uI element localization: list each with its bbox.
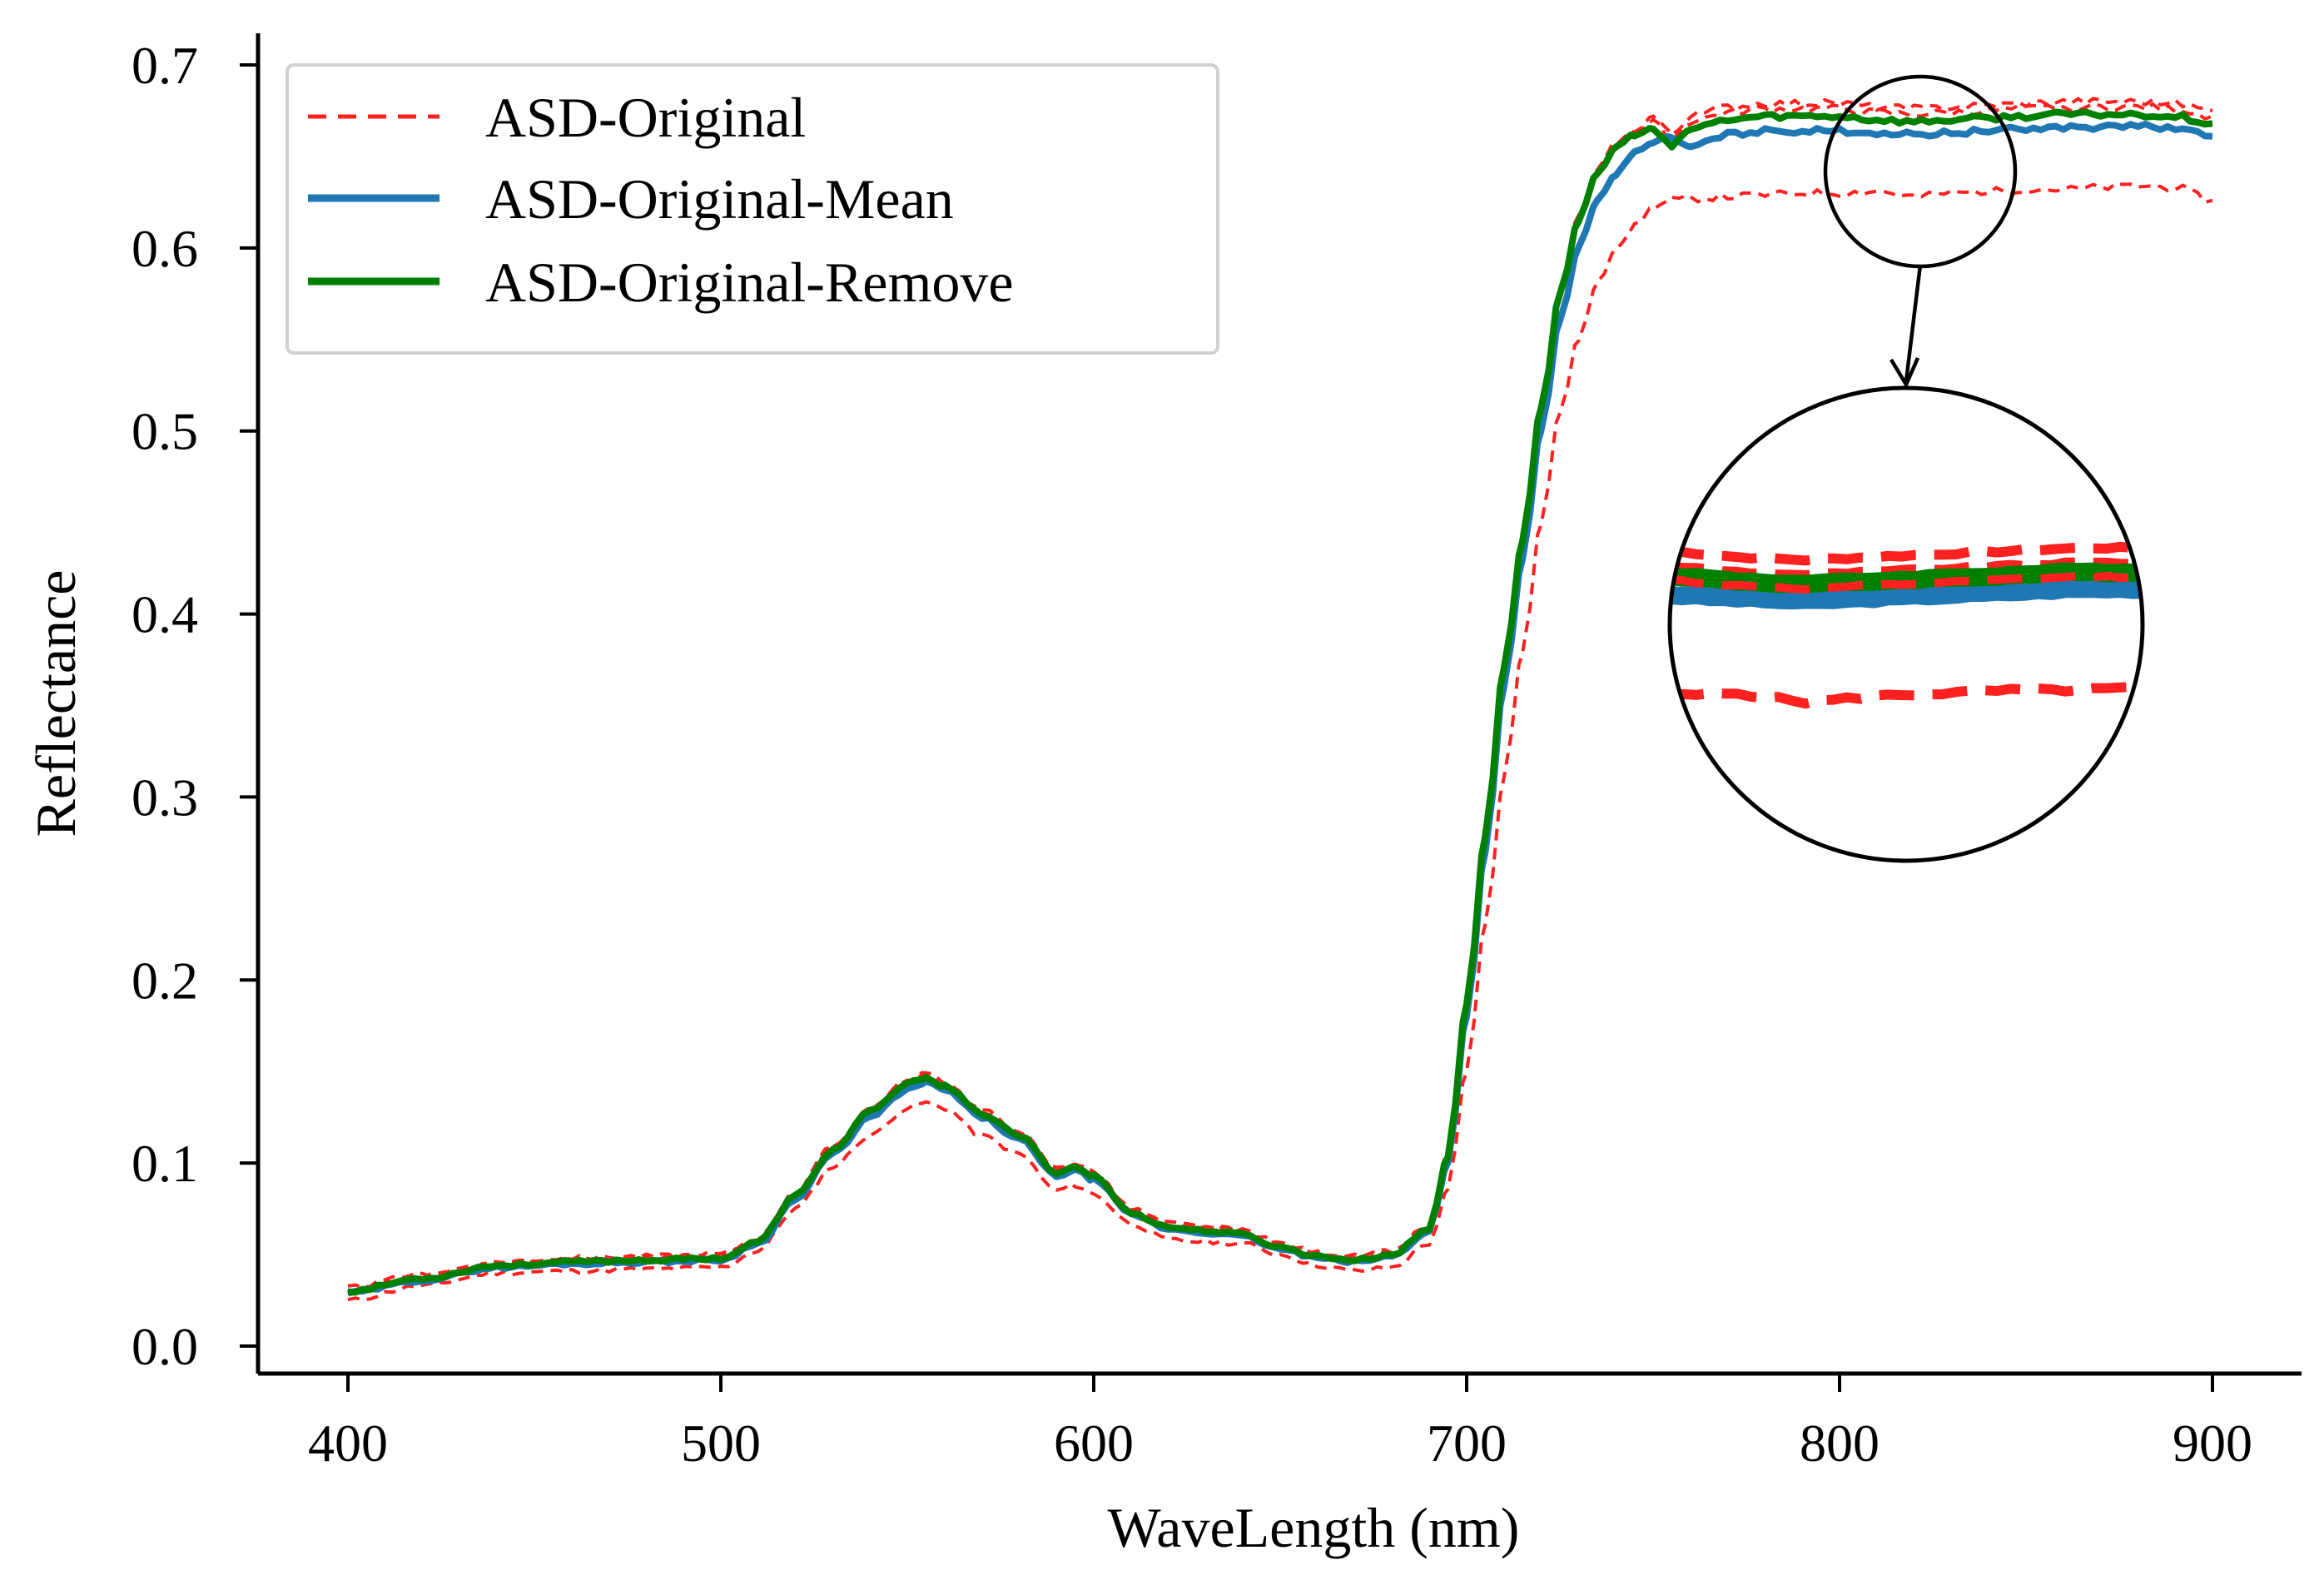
zoom-annotation bbox=[1667, 74, 2145, 863]
axes bbox=[256, 33, 2302, 1376]
legend-label-1: ASD-Original-Mean bbox=[485, 167, 954, 231]
zoom-series-asd-original bbox=[1671, 681, 2141, 709]
x-tick-label-400: 400 bbox=[308, 1414, 388, 1473]
y-axis-title: Reflectance bbox=[24, 570, 87, 837]
zoom-series-asd-original-upper-c bbox=[1671, 571, 2141, 594]
zoom-content bbox=[1671, 541, 2141, 709]
series-layer bbox=[346, 97, 2213, 1302]
y-tick-label-4: 0.4 bbox=[132, 585, 198, 644]
y-tick-label-0: 0.0 bbox=[132, 1317, 198, 1376]
y-ticks: 0.0 0.1 0.2 0.3 0.4 0.5 0.6 0.7 bbox=[132, 36, 258, 1376]
zoom-series-asd-original-upper-a bbox=[1671, 541, 2141, 566]
x-ticks: 400 500 600 700 800 900 bbox=[308, 1374, 2252, 1473]
zoom-magnified-circle bbox=[1667, 385, 2145, 863]
y-tick-label-7: 0.7 bbox=[132, 36, 198, 95]
x-tick-label-900: 900 bbox=[2173, 1414, 2252, 1473]
x-tick-label-800: 800 bbox=[1800, 1414, 1880, 1473]
series-asd-original-remove bbox=[347, 108, 2213, 1296]
y-tick-label-6: 0.6 bbox=[132, 219, 198, 278]
y-tick-label-3: 0.3 bbox=[132, 768, 198, 827]
x-tick-label-500: 500 bbox=[681, 1414, 761, 1473]
y-tick-label-5: 0.5 bbox=[132, 402, 198, 461]
series-asd-original-extra-1 bbox=[347, 97, 2213, 1289]
zoom-arrow-line bbox=[1904, 264, 1923, 382]
legend-label-0: ASD-Original bbox=[485, 86, 806, 149]
x-axis-title: WaveLength (nm) bbox=[1108, 1496, 1520, 1559]
series-asd-original bbox=[347, 181, 2213, 1302]
x-tick-label-600: 600 bbox=[1054, 1414, 1134, 1473]
x-tick-label-700: 700 bbox=[1427, 1414, 1507, 1473]
legend-box bbox=[286, 63, 1219, 355]
legend: ASD-Original ASD-Original-Mean ASD-Origina… bbox=[286, 63, 1219, 355]
y-tick-label-2: 0.2 bbox=[132, 951, 198, 1010]
zoom-series-asd-original-mean bbox=[1671, 579, 2141, 610]
y-tick-label-1: 0.1 bbox=[132, 1134, 198, 1193]
legend-label-2: ASD-Original-Remove bbox=[485, 251, 1014, 314]
zoom-arrow-head bbox=[1889, 357, 1920, 389]
